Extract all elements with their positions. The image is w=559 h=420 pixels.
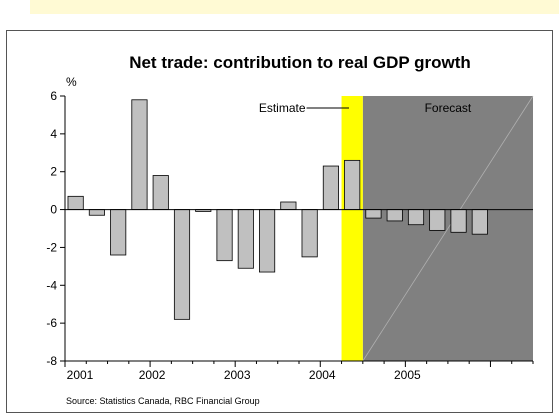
estimate-band [341,96,363,361]
y-tick-label: -4 [46,278,57,292]
bar-2004Q3 [365,209,382,219]
bar-2005Q2 [429,209,446,231]
top-strip [30,0,559,14]
bar-2005Q4 [471,209,488,235]
forecast-label: Forecast [425,101,472,115]
bar-2004Q2 [344,159,361,210]
y-tick-label: 4 [50,127,57,141]
y-tick-label: 0 [50,203,57,217]
y-tick-label: 2 [50,165,57,179]
bar-2004Q1 [322,165,339,210]
bar-2005Q3 [450,209,467,233]
bar-2001Q2 [88,209,105,216]
y-tick-label: 6 [50,89,57,103]
chart-title: Net trade: contribution to real GDP grow… [129,53,471,72]
source-note: Source: Statistics Canada, RBC Financial… [66,396,260,406]
y-tick-label: -6 [46,316,57,330]
bar-2003Q2 [259,209,276,273]
x-tick-label: 2003 [224,368,251,382]
bar-2003Q3 [280,201,297,210]
bar-2001Q3 [110,209,127,256]
bar-2005Q1 [407,209,425,226]
bar-2003Q1 [237,209,254,269]
estimate-label: Estimate [259,101,306,115]
y-tick-label: -2 [46,240,57,254]
x-tick-label: 2001 [67,368,94,382]
x-tick-label: 2004 [309,368,336,382]
x-tick-label: 2002 [139,368,166,382]
x-tick-label: 2005 [394,368,421,382]
y-tick-label: -8 [46,354,57,368]
bar-2003Q4 [301,209,318,258]
y-axis-label: % [66,75,77,89]
bar-2001Q4 [131,99,148,210]
bar-2001Q1 [67,195,84,210]
bar-2002Q4 [216,209,233,262]
bar-2002Q1 [152,175,169,210]
bar-2002Q2 [173,209,191,320]
forecast-diagonal [362,95,534,362]
bar-2004Q4 [386,209,403,222]
